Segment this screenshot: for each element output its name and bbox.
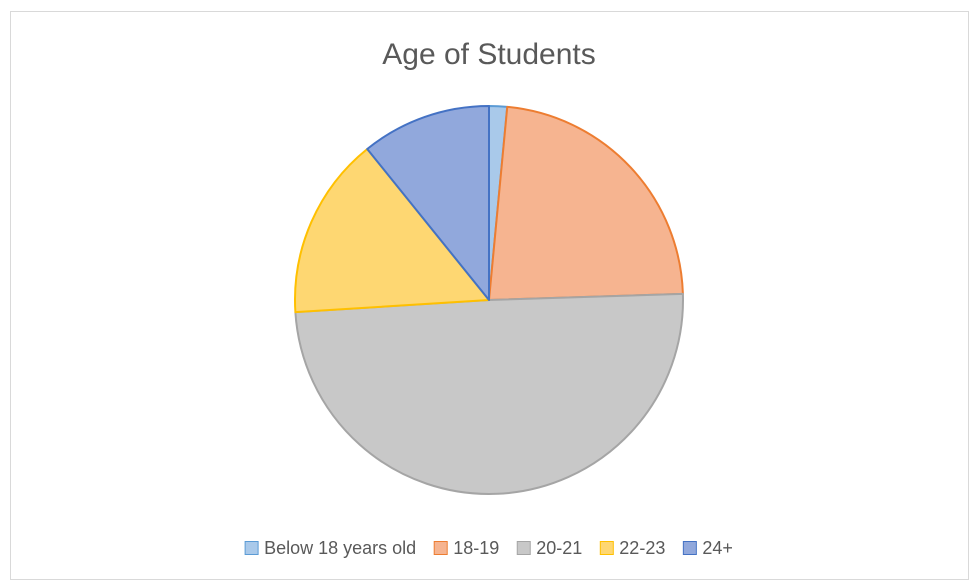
- chart-title: Age of Students: [382, 38, 596, 71]
- pie-slice: [488, 105, 684, 301]
- pie-slice: [294, 292, 684, 495]
- legend-label: 18-19: [453, 538, 499, 558]
- legend-swatch: [599, 541, 614, 555]
- pie-slice: [294, 147, 490, 314]
- pie-slice: [366, 105, 490, 301]
- legend-label: 20-21: [536, 538, 582, 558]
- legend-label: 22-23: [619, 538, 665, 558]
- legend-swatch: [516, 541, 531, 555]
- legend-swatch: [682, 541, 697, 555]
- legend-swatch: [433, 541, 448, 555]
- legend-label: Below 18 years old: [264, 538, 416, 558]
- legend-label: 24+: [702, 538, 733, 558]
- legend-swatch: [244, 541, 259, 555]
